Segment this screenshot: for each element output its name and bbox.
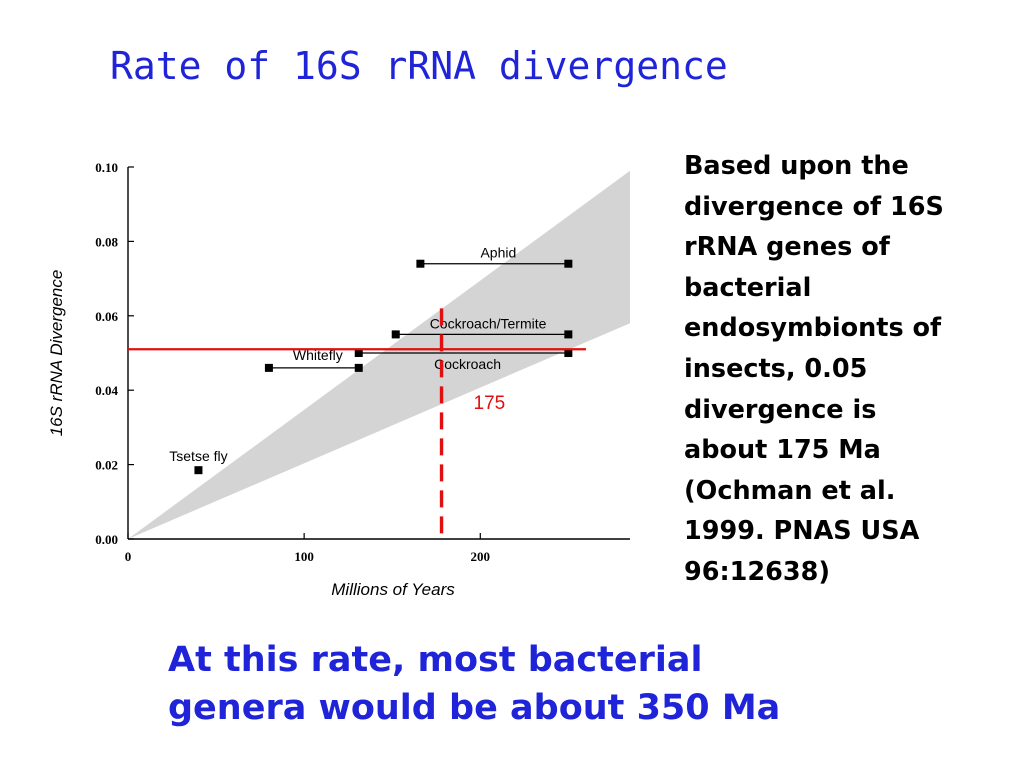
x-tick-label: 100 <box>294 549 314 564</box>
side-note: Based upon the divergence of 16S rRNA ge… <box>684 151 944 587</box>
point-tsetse-fly-start <box>194 466 203 475</box>
label-whitefly: Whitefly <box>293 347 343 363</box>
point-cockroach-end <box>564 349 573 357</box>
label-aphid: Aphid <box>480 245 516 261</box>
x-axis-title: Millions of Years <box>331 580 455 599</box>
point-cockroach-start <box>354 349 363 357</box>
rate-band <box>128 170 630 539</box>
slide-title: Rate of 16S rRNA divergence <box>110 44 728 88</box>
x-tick-label: 200 <box>471 549 491 564</box>
y-tick-label: 0.00 <box>95 532 118 547</box>
x-tick-label: 0 <box>125 549 132 564</box>
point-cockroach-termite-start <box>391 330 400 339</box>
footer-note: At this rate, most bacterial genera woul… <box>168 640 781 728</box>
label-cockroach: Cockroach <box>434 356 501 372</box>
y-tick-label: 0.08 <box>95 234 118 249</box>
y-tick-label: 0.10 <box>95 160 118 175</box>
point-aphid-start <box>416 259 425 268</box>
label-cockroach-termite: Cockroach/Termite <box>430 315 547 331</box>
label-tsetse-fly: Tsetse fly <box>169 448 227 464</box>
divergence-chart: 0.00 0.02 0.04 0.06 0.08 0.10 0 100 200 Millions … <box>40 150 640 610</box>
point-whitefly-end <box>354 363 363 372</box>
y-tick-label: 0.04 <box>95 383 118 398</box>
y-tick-label: 0.02 <box>95 458 118 473</box>
y-tick-label: 0.06 <box>95 309 118 324</box>
y-axis-title: 16S rRNA Divergence <box>47 270 66 437</box>
point-whitefly-start <box>264 363 273 372</box>
point-aphid-end <box>564 259 573 268</box>
point-cockroach-termite-end <box>564 330 573 339</box>
red-175-label: 175 <box>474 393 506 414</box>
divergence-chart-svg: 0.00 0.02 0.04 0.06 0.08 0.10 0 100 200 Millions … <box>47 160 630 599</box>
